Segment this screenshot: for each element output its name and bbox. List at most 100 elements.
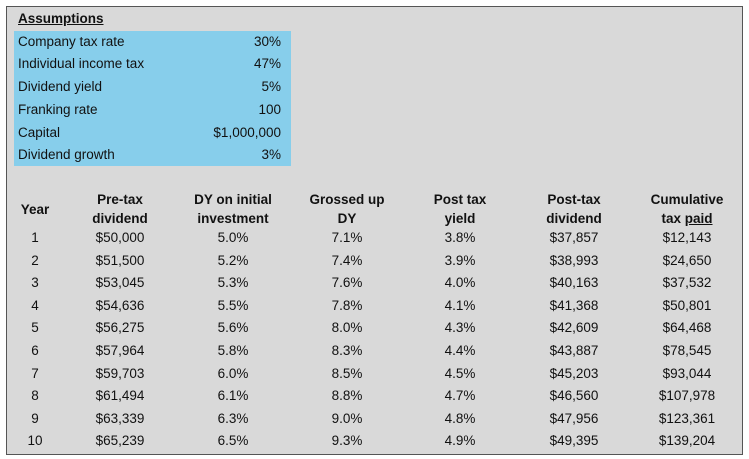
- cumulative-tax-cell: $139,204: [658, 433, 716, 448]
- dy-initial-cell: 6.1%: [217, 388, 249, 403]
- post-tax-yield-cell: 4.3%: [444, 320, 476, 335]
- year-cell: 9: [31, 411, 39, 426]
- post-tax-yield-cell: 4.4%: [444, 343, 476, 358]
- grossed-up-dy-cell: 9.0%: [331, 411, 363, 426]
- header-line: Post-tax: [547, 192, 601, 207]
- assumption-row-income-tax: Individual income tax 47%: [18, 53, 281, 75]
- assumption-value: 47%: [253, 56, 281, 71]
- assumptions-box: Company tax rate 30% Individual income t…: [14, 31, 291, 166]
- dy-initial-cell: 6.0%: [217, 366, 249, 381]
- assumption-value: $1,000,000: [213, 125, 281, 140]
- post-tax-dividend-cell: $40,163: [549, 275, 599, 290]
- pretax-dividend-cell: $63,339: [95, 411, 145, 426]
- header-line: Grossed up: [309, 192, 385, 207]
- grossed-up-dy-cell: 7.1%: [331, 230, 363, 245]
- post-tax-yield-cell: 4.0%: [444, 275, 476, 290]
- dy-initial-cell: 5.8%: [217, 343, 249, 358]
- pretax-dividend-cell: $53,045: [95, 275, 145, 290]
- header-line: Pre-tax: [97, 192, 143, 207]
- header-post-tax-dividend: Post-tax dividend: [514, 190, 634, 228]
- header-line: dividend: [92, 211, 148, 226]
- assumption-label: Dividend growth: [18, 147, 115, 162]
- post-tax-dividend-cell: $38,993: [549, 253, 599, 268]
- year-cell: 3: [31, 275, 39, 290]
- assumption-value: 100: [258, 102, 281, 117]
- assumption-value: 30%: [253, 34, 281, 49]
- assumption-label: Dividend yield: [18, 79, 103, 94]
- pretax-dividend-cell: $59,703: [95, 366, 145, 381]
- header-line: DY: [337, 211, 357, 226]
- grossed-up-dy-cell: 7.4%: [331, 253, 363, 268]
- assumption-row-dividend-yield: Dividend yield 5%: [18, 76, 281, 98]
- dy-initial-cell: 6.3%: [217, 411, 249, 426]
- cumulative-tax-cell: $37,532: [662, 275, 712, 290]
- post-tax-yield-cell: 4.1%: [444, 298, 476, 313]
- header-line: Cumulative: [650, 192, 724, 207]
- post-tax-yield-cell: 3.9%: [444, 253, 476, 268]
- header-line: tax paid: [627, 209, 747, 228]
- header-word: tax: [661, 211, 681, 226]
- dy-initial-cell: 5.2%: [217, 253, 249, 268]
- post-tax-yield-cell: 4.5%: [444, 366, 476, 381]
- cumulative-tax-cell: $93,044: [662, 366, 712, 381]
- assumption-label: Capital: [18, 125, 61, 140]
- post-tax-yield-cell: 4.8%: [444, 411, 476, 426]
- header-line: dividend: [546, 211, 602, 226]
- post-tax-yield-cell: 3.8%: [444, 230, 476, 245]
- assumption-row-company-tax: Company tax rate 30%: [18, 31, 281, 53]
- grossed-up-dy-cell: 8.5%: [331, 366, 363, 381]
- year-cell: 2: [31, 253, 39, 268]
- grossed-up-dy-cell: 7.6%: [331, 275, 363, 290]
- header-line: yield: [444, 211, 476, 226]
- header-post-tax-yield: Post tax yield: [400, 190, 520, 228]
- header-year: Year: [20, 202, 50, 217]
- cumulative-tax-cell: $78,545: [662, 343, 712, 358]
- post-tax-dividend-cell: $46,560: [549, 388, 599, 403]
- pretax-dividend-cell: $56,275: [95, 320, 145, 335]
- header-line: Post tax: [433, 192, 487, 207]
- pretax-dividend-cell: $57,964: [95, 343, 145, 358]
- assumptions-title: Assumptions: [18, 11, 104, 26]
- dy-initial-cell: 5.6%: [217, 320, 249, 335]
- spreadsheet-frame: Assumptions Company tax rate 30% Individ…: [6, 6, 743, 455]
- assumption-value: 5%: [261, 79, 281, 94]
- post-tax-yield-cell: 4.7%: [444, 388, 476, 403]
- pretax-dividend-cell: $50,000: [95, 230, 145, 245]
- post-tax-dividend-cell: $45,203: [549, 366, 599, 381]
- post-tax-dividend-cell: $41,368: [549, 298, 599, 313]
- post-tax-dividend-cell: $49,395: [549, 433, 599, 448]
- cumulative-tax-cell: $50,801: [662, 298, 712, 313]
- year-cell: 1: [31, 230, 39, 245]
- pretax-dividend-cell: $61,494: [95, 388, 145, 403]
- pretax-dividend-cell: $51,500: [95, 253, 145, 268]
- post-tax-dividend-cell: $37,857: [549, 230, 599, 245]
- year-cell: 6: [31, 343, 39, 358]
- assumption-label: Franking rate: [18, 102, 98, 117]
- grossed-up-dy-cell: 9.3%: [331, 433, 363, 448]
- header-pretax-dividend: Pre-tax dividend: [60, 190, 180, 228]
- cumulative-tax-cell: $123,361: [658, 411, 716, 426]
- assumption-row-franking-rate: Franking rate 100: [18, 99, 281, 121]
- grossed-up-dy-cell: 8.8%: [331, 388, 363, 403]
- year-cell: 8: [31, 388, 39, 403]
- header-line: DY on initial: [194, 192, 272, 207]
- post-tax-yield-cell: 4.9%: [444, 433, 476, 448]
- header-line: investment: [197, 211, 269, 226]
- dy-initial-cell: 6.5%: [217, 433, 249, 448]
- header-grossed-up-dy: Grossed up DY: [287, 190, 407, 228]
- pretax-dividend-cell: $54,636: [95, 298, 145, 313]
- cumulative-tax-cell: $64,468: [662, 320, 712, 335]
- dy-initial-cell: 5.0%: [217, 230, 249, 245]
- assumption-label: Individual income tax: [18, 56, 145, 71]
- year-cell: 10: [27, 433, 43, 448]
- cumulative-tax-cell: $12,143: [662, 230, 712, 245]
- assumption-row-dividend-growth: Dividend growth 3%: [18, 144, 281, 166]
- header-dy-initial: DY on initial investment: [173, 190, 293, 228]
- assumption-label: Company tax rate: [18, 34, 125, 49]
- post-tax-dividend-cell: $43,887: [549, 343, 599, 358]
- header-cumulative-tax-paid: Cumulative tax paid: [627, 190, 747, 228]
- year-cell: 4: [31, 298, 39, 313]
- grossed-up-dy-cell: 8.3%: [331, 343, 363, 358]
- year-cell: 7: [31, 366, 39, 381]
- dy-initial-cell: 5.3%: [217, 275, 249, 290]
